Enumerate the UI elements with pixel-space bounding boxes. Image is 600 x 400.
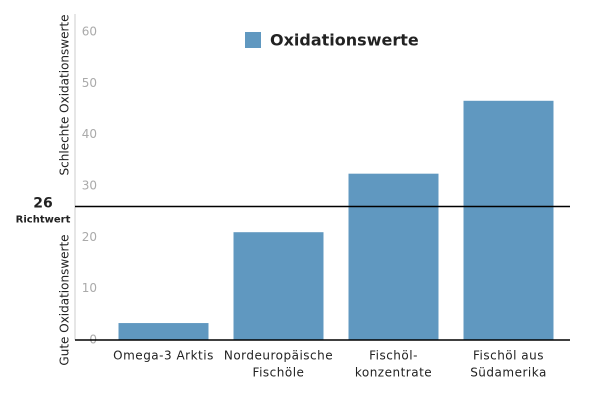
bar	[118, 323, 209, 340]
reference-value: 26	[33, 196, 52, 212]
y-tick-label: 20	[82, 230, 97, 244]
y-tick-label: 60	[82, 25, 97, 39]
x-tick-label: konzentrate	[355, 366, 432, 380]
y-label-high: Schlechte Oxidationswerte	[58, 15, 72, 176]
x-tick-label: Südamerika	[470, 366, 547, 380]
y-tick-label: 50	[82, 76, 97, 90]
x-tick-label: Fischöl aus	[473, 349, 544, 363]
x-tick-label: Omega-3 Arktis	[113, 349, 214, 363]
reference-label: Richtwert	[16, 215, 71, 226]
x-tick-label: Fischöle	[253, 366, 305, 380]
bar	[463, 100, 554, 340]
y-label-low: Gute Oxidationswerte	[58, 234, 72, 365]
bar	[233, 232, 324, 340]
x-tick-label: Fischöl-	[369, 349, 418, 363]
x-tick-label: Nordeuropäische	[224, 349, 333, 363]
legend-label: Oxidationswerte	[270, 31, 419, 50]
legend-swatch	[245, 32, 261, 48]
y-tick-label: 30	[82, 179, 97, 193]
y-tick-label: 10	[82, 281, 97, 295]
y-tick-label: 40	[82, 127, 97, 141]
bar	[348, 173, 439, 340]
